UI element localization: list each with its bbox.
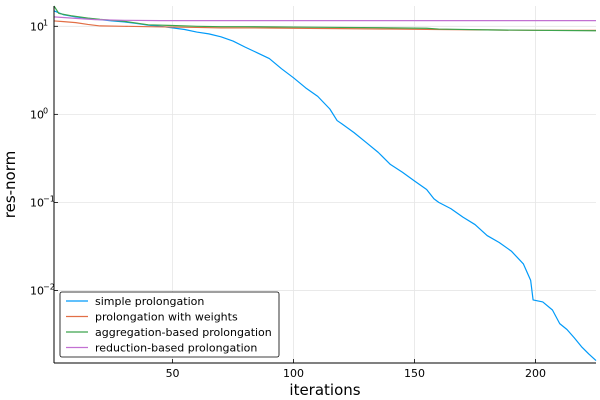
legend: simple prolongation prolongation with wei…	[59, 291, 280, 358]
y-tick-exponent: −2	[43, 282, 55, 291]
x-tick-label: 200	[525, 367, 546, 380]
x-tick-label: 150	[404, 367, 425, 380]
y-tick-label: 10 0	[30, 106, 48, 121]
y-tick-exponent: 1	[43, 18, 48, 27]
y-tick-base: 10	[30, 108, 44, 121]
x-tick-labels: 50 100 150 200	[166, 367, 546, 380]
y-tick-label: 10 −2	[30, 282, 55, 297]
y-tick-base: 10	[30, 196, 44, 209]
x-axis-label: iterations	[289, 381, 360, 399]
grid-lines	[54, 6, 596, 363]
x-tick-label: 100	[283, 367, 304, 380]
axes	[53, 6, 596, 364]
y-tick-exponent: 0	[43, 106, 48, 115]
y-tick-base: 10	[30, 20, 44, 33]
legend-box	[59, 291, 280, 358]
series-line-3	[53, 5, 597, 32]
y-tick-label: 10 1	[30, 18, 48, 33]
series-lines	[53, 5, 597, 361]
y-axis-label: res-norm	[1, 151, 19, 219]
series-line-4	[53, 16, 596, 22]
legend-entry-label: simple prolongation	[95, 295, 204, 308]
y-tick-base: 10	[30, 284, 44, 297]
y-tick-exponent: −1	[43, 194, 55, 203]
y-tick-label: 10 −1	[30, 194, 55, 209]
x-tick-label: 50	[166, 367, 180, 380]
legend-entry-label: aggregation-based prolongation	[95, 326, 272, 339]
legend-entry-label: prolongation with weights	[95, 311, 238, 324]
legend-entry-label: reduction-based prolongation	[95, 342, 257, 355]
series-line-1	[53, 10, 597, 361]
